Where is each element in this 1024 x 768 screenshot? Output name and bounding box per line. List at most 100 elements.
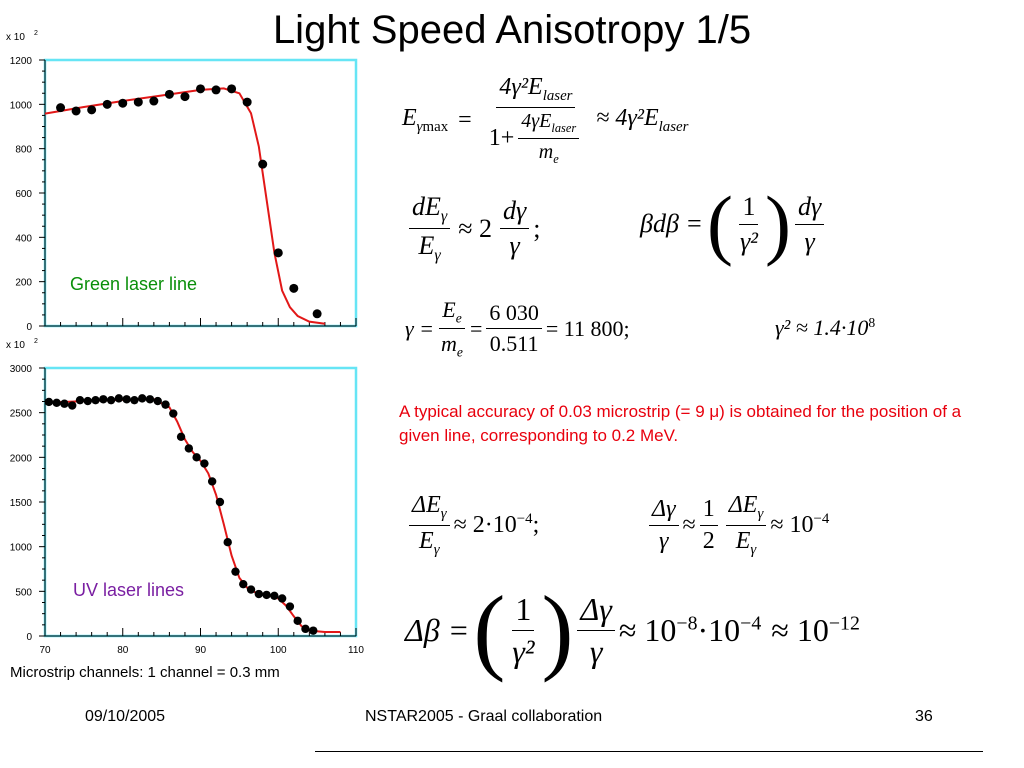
y-tick-label: 400 bbox=[15, 233, 32, 244]
data-point bbox=[133, 97, 143, 107]
eq6-numerator: ΔE bbox=[412, 492, 441, 518]
data-point bbox=[122, 395, 131, 404]
y-tick-label: 800 bbox=[15, 145, 32, 156]
data-point bbox=[258, 159, 268, 169]
eq8-delta-gamma: Δγ bbox=[577, 591, 615, 631]
data-point bbox=[254, 589, 264, 599]
equation-gamma-value: γ = Ee me = 6 030 0.511 = 11 800; bbox=[405, 297, 630, 360]
data-point bbox=[56, 103, 66, 113]
y-tick-label: 3000 bbox=[10, 364, 33, 375]
eq8-result: ≈ 10−8·10−4 ≈ 10−12 bbox=[618, 611, 860, 648]
uv-laser-chart: 0 500 1000 1500 2000 2500 3000 70 80 90 100 110 x 10… bbox=[6, 338, 364, 656]
data-point bbox=[312, 309, 322, 319]
eq1-numerator: 4γ²E bbox=[499, 74, 543, 100]
eq1-main-fraction: 4γ²Elaser 1+ 4γElaser me bbox=[486, 74, 586, 167]
eq1-approx: ≈ 4γ²Elaser bbox=[596, 105, 689, 135]
y-tick-label: 2000 bbox=[10, 453, 33, 464]
data-point bbox=[273, 248, 283, 258]
data-point bbox=[270, 591, 279, 600]
data-point bbox=[227, 84, 237, 94]
eq1-lhs: Eγmax bbox=[402, 105, 449, 135]
eq5-lhs: γ² ≈ 1.4·10 bbox=[775, 315, 869, 340]
equation-delta-beta: Δβ = ( 1 γ² ) Δγ γ ≈ 10−8·10−4 ≈ 10−12 bbox=[405, 576, 860, 683]
data-point bbox=[180, 92, 190, 102]
eq7-rhs: ≈ 10−4 bbox=[770, 511, 830, 539]
eq6-denominator: E bbox=[419, 527, 434, 554]
eq7-half-den: 2 bbox=[702, 527, 715, 554]
footer-divider bbox=[315, 751, 983, 752]
eq7-den2: E bbox=[735, 527, 751, 554]
x-tick-label: 70 bbox=[39, 645, 51, 656]
data-point bbox=[164, 89, 174, 99]
series-label: Green laser line bbox=[70, 274, 197, 294]
data-point bbox=[71, 106, 81, 116]
eq4-denominator: m bbox=[441, 331, 457, 357]
data-point bbox=[161, 400, 170, 409]
eq1-den-denominator: m bbox=[538, 140, 554, 163]
y-multiplier-exponent: 2 bbox=[34, 30, 38, 37]
data-point bbox=[239, 579, 248, 589]
data-point bbox=[83, 396, 92, 406]
eq8-lhs: Δβ = bbox=[405, 611, 470, 648]
data-point bbox=[246, 585, 256, 594]
eq4-equals: = bbox=[469, 315, 483, 341]
data-point bbox=[102, 99, 112, 109]
data-point bbox=[106, 395, 116, 405]
eq1-equals: = bbox=[458, 106, 472, 133]
eq3-one: 1 bbox=[739, 192, 759, 225]
y-tick-label: 600 bbox=[15, 189, 32, 200]
chart-caption: Microstrip channels: 1 channel = 0.3 mm bbox=[10, 664, 280, 681]
eq8-gamma-sq: γ² bbox=[512, 632, 535, 669]
eq4-result: = 11 800; bbox=[545, 315, 630, 341]
data-point bbox=[118, 98, 128, 108]
eq7-approx: ≈ bbox=[682, 511, 696, 538]
eq2-dgamma: dγ bbox=[500, 196, 530, 230]
data-point bbox=[99, 395, 108, 404]
footer-page-number: 36 bbox=[915, 708, 933, 725]
data-point bbox=[52, 398, 61, 408]
equation-gamma-squared: γ² ≈ 1.4·10 8 bbox=[775, 315, 875, 341]
y-tick-label: 0 bbox=[26, 322, 32, 333]
data-point bbox=[137, 394, 147, 403]
data-point bbox=[200, 459, 209, 468]
data-point bbox=[145, 395, 155, 404]
eq3-gamma: γ bbox=[804, 226, 815, 256]
series-label: UV laser lines bbox=[73, 580, 184, 600]
data-point bbox=[211, 85, 221, 95]
eq4-numerator: E bbox=[442, 297, 456, 322]
data-point bbox=[176, 432, 186, 441]
y-tick-label: 1200 bbox=[10, 56, 33, 67]
data-point bbox=[87, 105, 97, 115]
data-point bbox=[277, 594, 287, 603]
data-point bbox=[289, 283, 299, 293]
equation-delta-e: ΔEγ Eγ ≈ 2·10−4; bbox=[405, 492, 539, 559]
data-point bbox=[309, 626, 318, 635]
y-multiplier-label: x 10 bbox=[6, 340, 25, 351]
y-multiplier-exponent: 2 bbox=[34, 338, 38, 345]
data-point bbox=[91, 395, 100, 405]
eq3-lhs: βdβ = bbox=[640, 209, 703, 238]
data-point bbox=[285, 602, 295, 611]
y-tick-label: 1000 bbox=[10, 543, 33, 554]
accuracy-note: A typical accuracy of 0.03 microstrip (=… bbox=[399, 402, 962, 445]
x-tick-label: 100 bbox=[270, 645, 287, 656]
data-point bbox=[44, 397, 54, 407]
data-point bbox=[75, 395, 85, 405]
data-point bbox=[60, 399, 69, 408]
data-point bbox=[196, 84, 205, 94]
eq4-energy-value: 6 030 bbox=[486, 300, 542, 330]
eq3-gamma-sq: γ² bbox=[739, 226, 758, 256]
data-point bbox=[293, 616, 302, 626]
eq7-num2: ΔE bbox=[728, 492, 758, 518]
data-point bbox=[301, 624, 310, 634]
eq5-exponent: 8 bbox=[868, 315, 876, 330]
eq1-den-numerator: 4γE bbox=[521, 109, 552, 132]
eq2-approx: ≈ 2 bbox=[458, 213, 493, 243]
y-tick-label: 2500 bbox=[10, 409, 33, 420]
eq2-denominator: E bbox=[418, 231, 435, 261]
eq7-numerator: Δγ bbox=[649, 496, 679, 526]
data-point bbox=[153, 396, 162, 406]
data-point bbox=[192, 453, 201, 462]
eq2-gamma: γ bbox=[509, 231, 520, 261]
data-point bbox=[242, 97, 252, 107]
